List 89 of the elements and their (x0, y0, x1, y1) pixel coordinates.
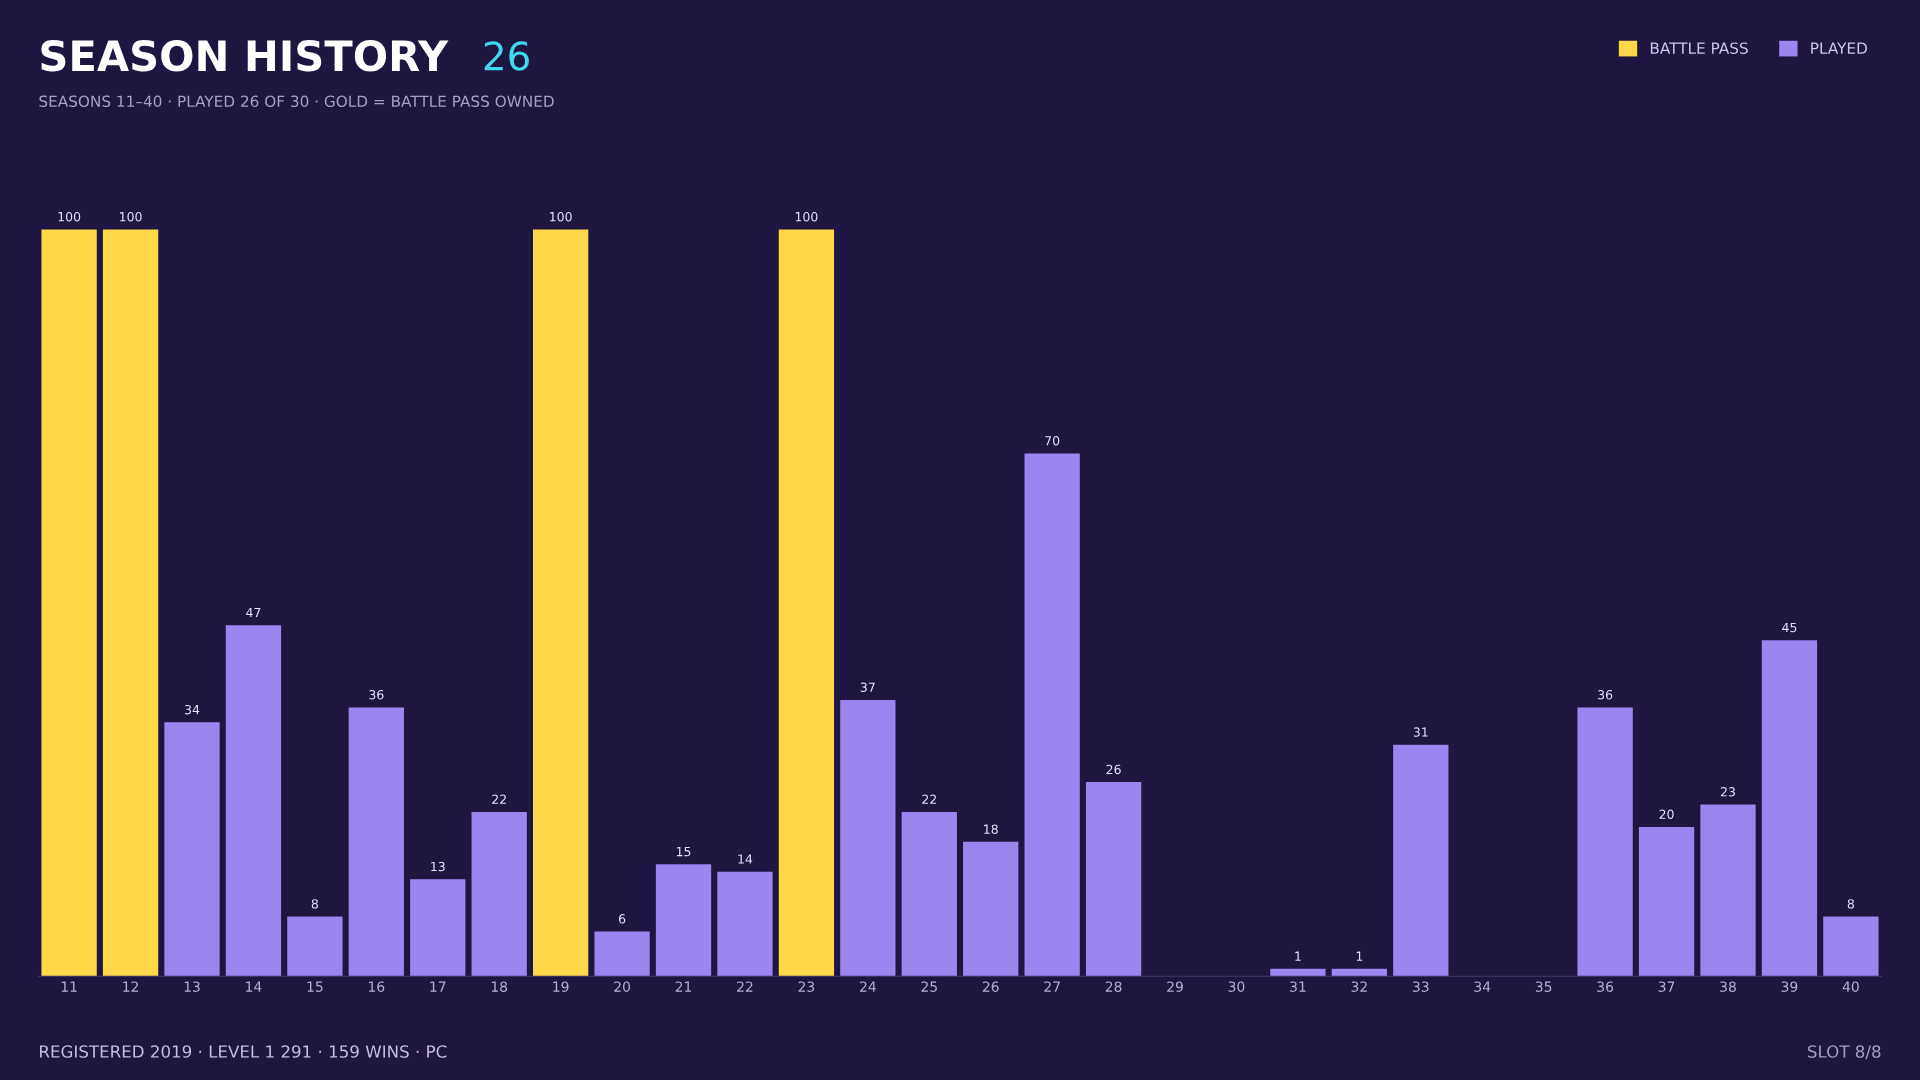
data-label: 100 (58, 211, 81, 222)
x-tick-label: 25 (921, 981, 937, 992)
bar (655, 864, 712, 977)
data-label: 31 (1413, 727, 1428, 737)
text: REGISTERED 2019 · LEVEL 1 291 · 159 WINS · PC (40, 1045, 447, 1058)
data-label: 23 (1720, 787, 1735, 797)
x-tick-label: 35 (1535, 981, 1552, 992)
data-label: 20 (1659, 809, 1674, 819)
chart-title: SEASON HISTORY (41, 39, 449, 72)
data-label: 26 (1106, 764, 1121, 775)
x-tick-label: 19 (553, 981, 569, 992)
data-label: 70 (1045, 436, 1060, 446)
chart-subtitle: SEASONS 11–40 · PLAYED 26 OF 30 · GOLD = BATTLE PASS OWNED (39, 95, 554, 108)
bar (1085, 782, 1142, 977)
bar (1700, 804, 1756, 977)
bar (1270, 968, 1326, 977)
data-label: 13 (431, 861, 445, 872)
x-tick-label: 40 (1842, 981, 1859, 992)
bar (287, 916, 343, 977)
x-tick-label: 27 (1044, 981, 1060, 992)
x-tick-label: 20 (614, 981, 630, 992)
data-label: 34 (185, 704, 200, 715)
data-label: 45 (1782, 622, 1797, 633)
x-tick-label: 34 (1474, 981, 1491, 992)
data-label: 8 (311, 899, 318, 909)
bar (901, 812, 957, 977)
x-tick-label: 14 (246, 981, 262, 992)
bar (840, 699, 896, 977)
x-tick-label: 17 (430, 981, 446, 992)
data-label: 37 (860, 682, 875, 692)
data-label: 22 (922, 794, 936, 804)
bar (348, 707, 404, 977)
x-tick-label: 12 (123, 981, 139, 992)
text: 26 (484, 41, 529, 71)
bar (1761, 640, 1818, 977)
x-tick-label: 29 (1167, 981, 1183, 992)
x-tick-label: 18 (491, 981, 508, 992)
bar (471, 812, 527, 977)
x-tick-label: 36 (1597, 981, 1614, 992)
bar (532, 229, 589, 977)
data-label: 14 (738, 854, 753, 864)
data-label: 8 (1847, 899, 1854, 909)
x-tick-label: 38 (1720, 981, 1736, 992)
x-tick-label: 39 (1781, 981, 1798, 992)
text: SLOT 8/8 (1808, 1045, 1881, 1060)
x-tick-label: 13 (184, 981, 200, 992)
bar (225, 625, 282, 977)
bar (1823, 916, 1879, 977)
data-label: 18 (984, 824, 998, 834)
x-tick-label: 23 (798, 981, 815, 992)
bar (41, 229, 97, 977)
data-label: 47 (246, 608, 261, 618)
data-label: 22 (492, 794, 506, 804)
x-tick-label: 31 (1290, 981, 1306, 992)
x-tick-label: 37 (1658, 981, 1675, 992)
bar (963, 841, 1019, 977)
data-label: 36 (369, 689, 384, 700)
data-label: 100 (795, 211, 818, 222)
bar (1393, 744, 1449, 977)
x-tick-label: 26 (982, 981, 999, 992)
bar (1024, 453, 1080, 977)
bar (102, 229, 159, 977)
data-label: 1 (1356, 951, 1363, 961)
bar (778, 229, 835, 977)
x-tick-label: 30 (1228, 981, 1245, 992)
x-tick-label: 15 (307, 981, 323, 992)
legend-label: PLAYED (1811, 42, 1867, 54)
data-label: 36 (1598, 689, 1613, 700)
x-tick-label: 21 (675, 981, 692, 992)
x-tick-label: 32 (1351, 981, 1367, 992)
data-label: 100 (550, 211, 572, 222)
x-tick-label: 28 (1105, 981, 1122, 992)
bar (1638, 826, 1695, 977)
x-tick-label: 24 (860, 981, 876, 992)
bar (1577, 707, 1633, 977)
x-tick-label: 33 (1413, 981, 1429, 992)
bar (1331, 968, 1388, 977)
bar (164, 722, 220, 977)
x-tick-label: 16 (369, 981, 385, 992)
bar (717, 871, 773, 977)
x-tick-label: 11 (61, 981, 77, 992)
legend-label: BATTLE PASS (1650, 42, 1748, 54)
x-tick-label: 22 (737, 981, 753, 992)
data-label: 15 (676, 847, 691, 857)
data-label: 100 (120, 211, 142, 222)
data-label: 6 (618, 914, 626, 924)
data-label: 1 (1295, 951, 1301, 961)
bar (594, 931, 650, 977)
bar (410, 879, 466, 977)
